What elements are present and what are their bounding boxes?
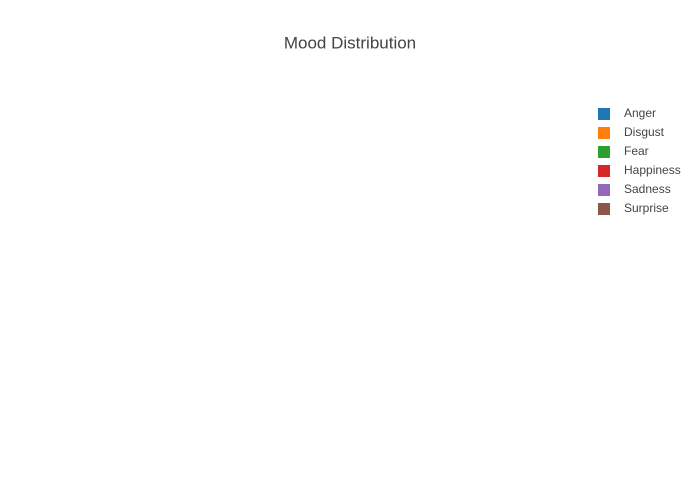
legend-swatch (598, 146, 610, 158)
legend-label: Surprise (624, 201, 669, 215)
legend-swatch (598, 108, 610, 120)
legend-swatch (598, 165, 610, 177)
legend-swatch (598, 203, 610, 215)
legend-swatch (598, 184, 610, 196)
legend-label: Anger (624, 106, 656, 120)
legend-label: Happiness (624, 163, 681, 177)
chart-title: Mood Distribution (284, 33, 416, 52)
legend-label: Disgust (624, 125, 665, 139)
legend-swatch (598, 127, 610, 139)
legend-label: Fear (624, 144, 649, 158)
legend-label: Sadness (624, 182, 671, 196)
